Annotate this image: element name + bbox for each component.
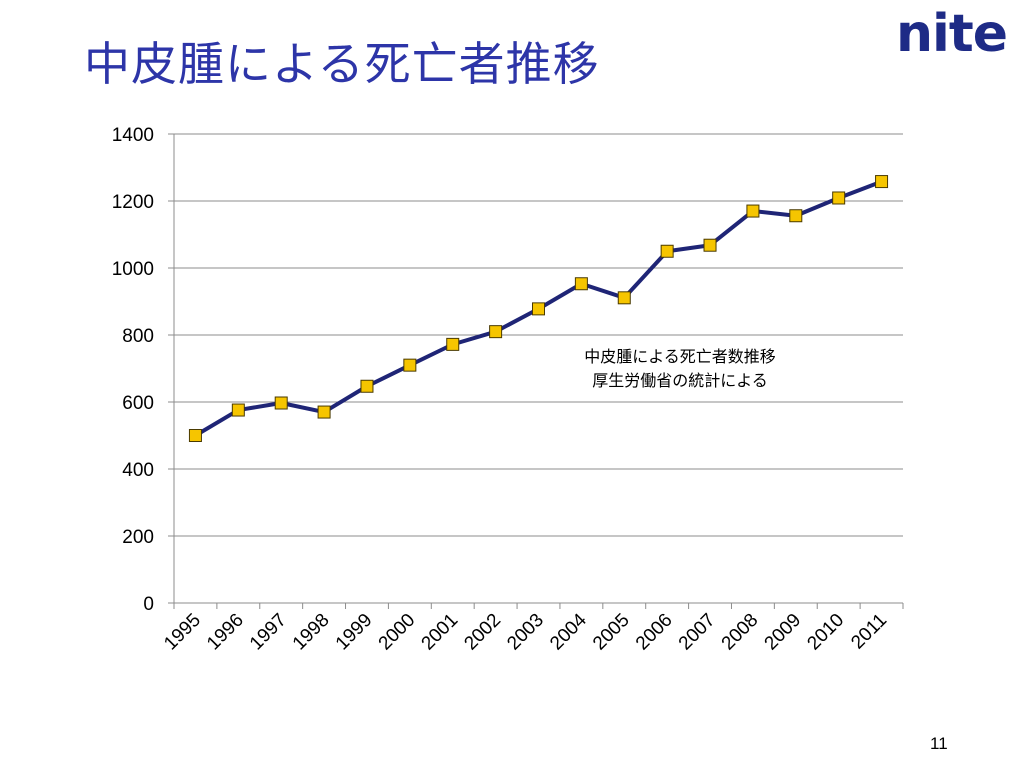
slide-title: 中皮腫による死亡者推移 bbox=[84, 37, 600, 91]
x-tick-label: 2009 bbox=[761, 610, 806, 655]
x-tick-label: 1998 bbox=[289, 610, 334, 655]
x-tick-label: 2007 bbox=[675, 610, 720, 655]
data-point bbox=[274, 396, 288, 410]
y-tick-label: 400 bbox=[122, 460, 154, 481]
data-point bbox=[875, 175, 889, 189]
data-point bbox=[746, 204, 760, 218]
y-tick-label: 600 bbox=[122, 393, 154, 414]
x-tick-label: 2010 bbox=[803, 610, 848, 655]
x-tick-label: 1995 bbox=[160, 610, 205, 655]
logo-letter: i bbox=[932, 4, 950, 64]
x-tick-label: 2003 bbox=[503, 610, 548, 655]
x-tick-label: 2001 bbox=[418, 610, 463, 655]
chart-annotation-line: 厚生労働省の統計による bbox=[592, 371, 768, 390]
x-tick-label: 2002 bbox=[460, 610, 505, 655]
slide-number: 11 bbox=[930, 734, 948, 753]
logo-text: nite bbox=[896, 4, 1008, 64]
x-tick-label: 2008 bbox=[718, 610, 763, 655]
data-point bbox=[231, 403, 245, 417]
data-point bbox=[617, 291, 631, 305]
logo-letter: n bbox=[896, 4, 933, 64]
logo-letter: e bbox=[972, 4, 1008, 64]
data-point bbox=[532, 302, 545, 316]
data-point bbox=[360, 379, 374, 393]
data-point bbox=[703, 238, 717, 252]
x-tick-label: 2004 bbox=[546, 609, 591, 654]
y-tick-label: 0 bbox=[143, 594, 154, 615]
x-tick-label: 1999 bbox=[332, 610, 377, 655]
logo-letter: t bbox=[948, 4, 974, 64]
y-tick-label: 200 bbox=[122, 527, 154, 548]
data-point bbox=[789, 209, 803, 223]
data-point bbox=[403, 358, 417, 372]
x-tick-label: 2011 bbox=[847, 610, 891, 654]
data-point bbox=[832, 191, 846, 205]
data-point bbox=[660, 244, 674, 258]
x-tick-label: 2005 bbox=[589, 610, 634, 655]
y-tick-label: 1200 bbox=[112, 192, 154, 213]
x-tick-label: 1997 bbox=[246, 610, 291, 655]
y-tick-label: 1000 bbox=[112, 259, 154, 280]
x-tick-label: 1996 bbox=[203, 610, 248, 655]
x-tick-label: 2000 bbox=[375, 610, 420, 655]
y-tick-label: 1400 bbox=[112, 125, 154, 146]
data-point bbox=[489, 325, 503, 339]
y-tick-label: 800 bbox=[122, 326, 154, 347]
data-point bbox=[188, 429, 202, 442]
data-point bbox=[446, 337, 460, 351]
nite-logo: nite bbox=[896, 4, 1008, 64]
x-tick-label: 2006 bbox=[632, 610, 677, 655]
data-point bbox=[317, 405, 331, 419]
data-point bbox=[574, 277, 588, 291]
chart-annotation-line: 中皮腫による死亡者数推移 bbox=[584, 347, 776, 366]
